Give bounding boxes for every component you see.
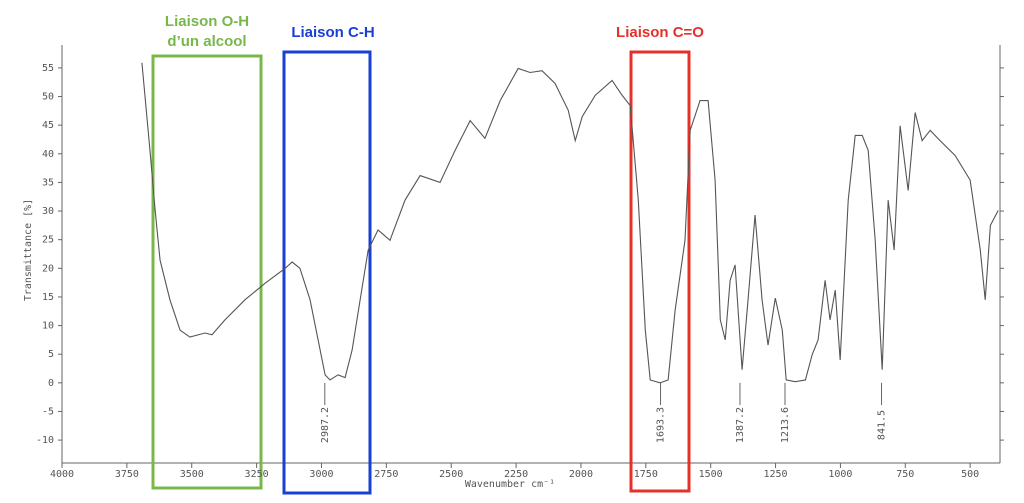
y-tick-label: 30 [42,206,54,217]
y-tick-label: 35 [42,177,54,188]
y-tick-label: 20 [42,263,54,274]
ch-box [282,50,372,495]
y-tick-label: 45 [42,120,54,131]
y-tick-label: 5 [48,349,54,360]
peak-label: 1693.3 [656,407,667,443]
x-tick-label: 2250 [504,469,528,480]
annotation: Liaison C=O [616,24,704,41]
x-tick-label: 3500 [180,469,204,480]
annotation: Liaison C-H [291,24,374,41]
x-tick-label: 2750 [374,469,398,480]
peak-label: 1213.6 [780,407,791,443]
x-tick-label: 1250 [764,469,788,480]
x-tick-label: 3750 [115,469,139,480]
x-axis-label: Wavenumber cm⁻¹ [465,479,555,490]
oh-box [151,54,263,490]
x-tick-label: 1750 [634,469,658,480]
x-tick-label: 1500 [699,469,723,480]
x-tick-label: 1000 [828,469,852,480]
spectrum-line [141,62,999,384]
y-tick-label: -5 [42,406,54,417]
peak-label: 841.5 [877,410,888,440]
y-tick-label: -10 [36,435,54,446]
x-tick-label: 2500 [439,469,463,480]
peak-label: 2987.2 [320,407,331,443]
y-axis-label: Transmittance [%] [23,199,34,301]
y-tick-label: 10 [42,321,54,332]
x-tick-label: 500 [961,469,979,480]
co-box [629,50,691,493]
y-tick-label: 0 [48,378,54,389]
annotation: Liaison O-H [165,13,249,30]
y-tick-label: 25 [42,235,54,246]
x-tick-label: 750 [896,469,914,480]
x-tick-label: 2000 [569,469,593,480]
x-tick-label: 4000 [50,469,74,480]
y-tick-label: 55 [42,63,54,74]
peak-label: 1387.2 [735,407,746,443]
annotation: d’un alcool [167,33,246,50]
y-tick-label: 50 [42,92,54,103]
y-tick-label: 15 [42,292,54,303]
x-tick-label: 3000 [309,469,333,480]
x-tick-label: 3250 [245,469,269,480]
y-tick-label: 40 [42,149,54,160]
